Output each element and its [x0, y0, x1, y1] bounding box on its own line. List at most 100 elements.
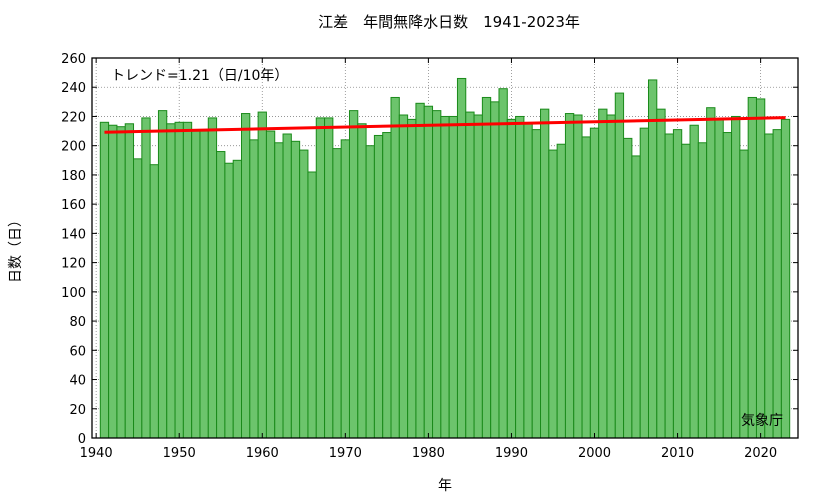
bar-1992 — [523, 123, 533, 439]
bar-2007 — [647, 79, 658, 439]
bar-2020 — [755, 98, 766, 439]
x-tick-label: 1960 — [246, 446, 279, 461]
y-tick-label: 200 — [61, 140, 86, 155]
y-tick-label: 220 — [61, 110, 86, 125]
x-tick-label: 2010 — [661, 446, 694, 461]
x-tick-label: 1950 — [163, 446, 196, 461]
bar-1956 — [224, 162, 234, 439]
bar-1997 — [564, 113, 575, 439]
bar-2002 — [606, 114, 616, 439]
bar-1989 — [498, 88, 508, 439]
bar-1964 — [290, 140, 301, 439]
bar-1945 — [133, 158, 143, 439]
y-tick-label: 0 — [78, 432, 86, 447]
bar-1990 — [506, 118, 517, 439]
x-tick-label: 1940 — [80, 446, 113, 461]
bar-1951 — [182, 121, 193, 439]
x-tick-label: 2000 — [578, 446, 611, 461]
bar-1957 — [232, 159, 243, 439]
bar-2010 — [672, 129, 683, 439]
bar-1960 — [257, 111, 267, 439]
bar-1950 — [174, 121, 184, 439]
bar-1944 — [124, 123, 135, 439]
bar-2000 — [589, 127, 600, 439]
bar-1973 — [365, 145, 375, 439]
y-tick-label: 40 — [69, 374, 86, 389]
bar-1982 — [440, 115, 450, 439]
bar-2004 — [623, 137, 633, 439]
y-tick-label: 240 — [61, 81, 86, 96]
bar-1942 — [108, 124, 118, 439]
bar-1979 — [415, 102, 425, 439]
y-tick-label: 180 — [61, 169, 86, 184]
chart-title: 江差 年間無降水日数 1941-2023年 — [318, 13, 580, 31]
bar-1947 — [149, 164, 159, 439]
source-label: 気象庁 — [741, 413, 783, 429]
bar-1988 — [490, 101, 500, 439]
bar-2019 — [747, 96, 757, 439]
y-tick-label: 80 — [69, 315, 86, 330]
bar-2022 — [772, 129, 782, 439]
bar-1974 — [373, 134, 384, 439]
bar-1955 — [216, 151, 226, 439]
bar-1976 — [390, 96, 400, 439]
bar-2021 — [764, 133, 774, 439]
bar-2001 — [598, 108, 608, 439]
y-tick-label: 120 — [61, 257, 86, 272]
bar-1999 — [581, 136, 591, 439]
bar-1946 — [141, 117, 151, 439]
x-tick-label: 2020 — [744, 446, 777, 461]
bar-1941 — [99, 121, 110, 439]
bar-2012 — [689, 124, 699, 439]
bar-2016 — [722, 132, 733, 439]
bar-1970 — [340, 139, 350, 439]
bar-2006 — [639, 127, 649, 439]
bar-1954 — [207, 117, 218, 439]
bar-2011 — [681, 143, 691, 439]
bar-2003 — [614, 92, 625, 439]
x-tick-label: 1980 — [412, 446, 445, 461]
bar-1975 — [382, 132, 392, 439]
bar-1993 — [531, 129, 542, 439]
bar-1978 — [407, 118, 417, 439]
bar-1963 — [282, 133, 292, 439]
bar-1943 — [116, 126, 126, 439]
bar-1995 — [548, 149, 558, 439]
trend-line-group — [104, 116, 786, 134]
axis-ticks: 0 20 40 60 80 100 120 140 160 180 200 220 240 260 1940… — [61, 52, 798, 461]
bar-1981 — [432, 110, 442, 439]
bar-1969 — [332, 148, 342, 439]
bar-1991 — [515, 115, 525, 439]
y-axis-label: 日数（日） — [8, 213, 24, 283]
bar-1971 — [348, 110, 359, 439]
x-tick-label: 1970 — [329, 446, 362, 461]
bar-1948 — [157, 110, 168, 439]
bar-1986 — [473, 114, 483, 439]
y-tick-label: 100 — [61, 286, 86, 301]
bar-1987 — [481, 96, 492, 439]
bar-1965 — [299, 149, 309, 439]
y-tick-label: 140 — [61, 227, 86, 242]
bar-2014 — [706, 107, 716, 439]
bar-1994 — [540, 108, 550, 439]
bar-2017 — [731, 115, 741, 439]
bar-2015 — [714, 118, 724, 439]
bar-1953 — [199, 130, 209, 439]
bar-1980 — [423, 105, 434, 439]
x-axis-label: 年 — [438, 478, 452, 494]
bar-1966 — [307, 171, 317, 439]
trend-line — [104, 116, 786, 134]
trend-annotation: トレンド=1.21（日/10年） — [111, 68, 288, 84]
bar-1959 — [249, 139, 259, 439]
bar-1984 — [456, 77, 467, 439]
bar-1983 — [448, 115, 458, 439]
bar-1977 — [398, 114, 409, 439]
bar-2009 — [664, 133, 674, 439]
bar-2008 — [656, 108, 666, 439]
bar-1949 — [166, 123, 176, 439]
bar-2005 — [631, 155, 641, 439]
bar-2013 — [697, 142, 708, 439]
bar-1985 — [465, 111, 475, 439]
bar-2023 — [780, 118, 791, 439]
